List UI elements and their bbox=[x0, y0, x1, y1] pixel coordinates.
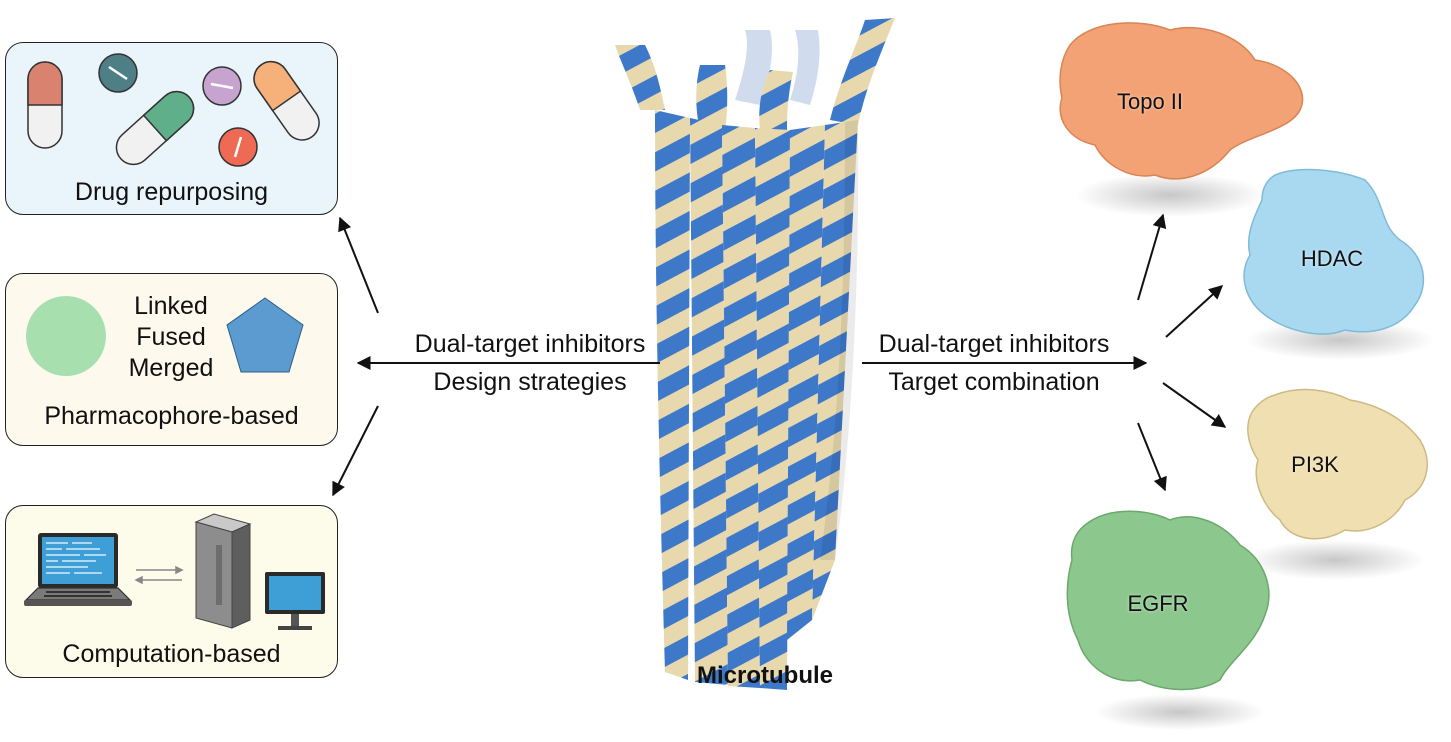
topo-shadow bbox=[1075, 173, 1265, 217]
egfr-protein bbox=[1066, 510, 1270, 691]
arrow-to-computation bbox=[332, 405, 379, 497]
computation-caption: Computation-based bbox=[62, 640, 281, 668]
capsule-orange-icon bbox=[253, 60, 320, 141]
server-tower-icon bbox=[194, 513, 252, 629]
left-label-line1: Dual-target inhibitors bbox=[414, 330, 646, 358]
tablet-teal-icon bbox=[98, 53, 138, 93]
tablet-red-icon bbox=[218, 127, 258, 167]
method-merged: Merged bbox=[128, 354, 214, 382]
arrow-to-hdac bbox=[1165, 285, 1224, 338]
right-label-line2: Target combination bbox=[888, 368, 1100, 396]
drug-repurposing-caption: Drug repurposing bbox=[74, 178, 269, 206]
pi3k-protein bbox=[1247, 388, 1428, 540]
laptop-icon bbox=[24, 533, 132, 606]
hdac-shadow bbox=[1245, 320, 1435, 360]
pharmacophore-caption: Pharmacophore-based bbox=[44, 402, 299, 430]
microtubule-structure bbox=[615, 18, 895, 690]
arrow-to-drug-repurposing bbox=[338, 216, 379, 314]
pharmacophore-circle-icon bbox=[26, 296, 106, 376]
microtubule-label: Microtubule bbox=[697, 662, 833, 689]
arrow-to-topo-ii bbox=[1137, 213, 1167, 301]
left-label-line2: Design strategies bbox=[433, 368, 627, 396]
egfr-label: EGFR bbox=[1127, 591, 1189, 616]
method-fused: Fused bbox=[136, 323, 206, 351]
arrow-to-egfr bbox=[1137, 422, 1167, 492]
arrow-to-pi3k bbox=[1162, 382, 1227, 428]
monitor-icon bbox=[265, 572, 325, 630]
hdac-label: HDAC bbox=[1300, 246, 1364, 271]
drug-pill-icons bbox=[27, 53, 320, 167]
topo-ii-protein bbox=[1059, 22, 1304, 180]
right-label-line1: Dual-target inhibitors bbox=[878, 330, 1110, 358]
method-linked: Linked bbox=[134, 292, 208, 320]
tablet-purple-icon bbox=[202, 66, 242, 106]
pi3k-shadow bbox=[1245, 540, 1425, 580]
capsule-red-icon bbox=[27, 61, 63, 149]
transfer-arrows-icon bbox=[134, 565, 184, 585]
pharmacophore-pentagon-icon bbox=[226, 297, 304, 373]
egfr-shadow bbox=[1095, 694, 1265, 730]
pi3k-label: PI3K bbox=[1291, 452, 1339, 477]
capsule-green-icon bbox=[115, 90, 195, 166]
topo-ii-label: Topo II bbox=[1116, 89, 1184, 114]
hdac-protein bbox=[1243, 168, 1425, 335]
